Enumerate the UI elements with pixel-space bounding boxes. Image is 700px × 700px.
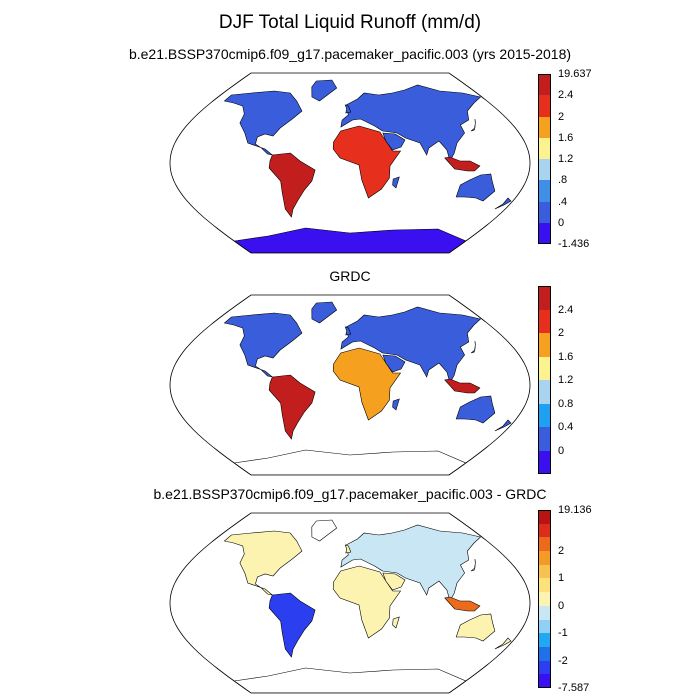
landmass-greenland	[311, 79, 338, 102]
colorbar-tick-label: 2.4	[558, 89, 574, 102]
panel-title-obs: GRDC	[329, 268, 371, 284]
colorbar-tick-label: 0.4	[558, 421, 574, 433]
colorbar-tick-label: 1.6	[558, 350, 574, 363]
landmass-new-zealand	[494, 637, 512, 650]
colorbar-tick-label: 1.2	[558, 153, 574, 165]
colorbar-tick-label: -7.587	[558, 682, 590, 694]
landmass-south-america	[268, 592, 316, 658]
landmass-south-america	[268, 374, 316, 440]
landmass-uk	[344, 326, 352, 336]
landmass-arabia	[382, 132, 406, 151]
landmass-greenland	[311, 301, 338, 324]
landmass-indonesia	[444, 596, 481, 612]
landmass-japan	[470, 558, 476, 572]
colorbar-tick-label: 0	[558, 444, 565, 457]
landmass-greenland	[311, 519, 338, 542]
landmass-africa	[332, 565, 402, 639]
colorbar-tick-label: -2	[558, 654, 568, 667]
colorbar-tick-label: 2	[558, 545, 565, 558]
landmass-antarctica	[233, 449, 467, 475]
landmass-madagascar	[392, 176, 400, 189]
landmass-japan	[470, 340, 476, 354]
landmass-arabia	[382, 572, 406, 591]
figure-title: DJF Total Liquid Runoff (mm/d)	[218, 12, 482, 33]
landmass-indonesia	[444, 378, 481, 394]
map-model	[169, 72, 531, 254]
landmass-indonesia	[444, 156, 481, 172]
landmass-north-america	[223, 90, 303, 156]
landmass-antarctica	[233, 667, 467, 693]
landmass-australia	[455, 395, 496, 424]
map-obs	[169, 294, 531, 476]
panel-title-diff: b.e21.BSSP370cmip6.f09_g17.pacemaker_pac…	[153, 486, 547, 502]
colorbar-tick-label: .4	[558, 195, 568, 208]
landmass-antarctica	[233, 227, 467, 253]
colorbar-tick-label: 0	[558, 599, 565, 612]
map-outline	[169, 72, 531, 254]
landmass-new-zealand	[494, 197, 512, 210]
landmass-africa	[332, 125, 402, 199]
colorbar-frame	[538, 74, 551, 244]
colorbar-tick-label: 0.8	[558, 397, 574, 410]
landmass-south-america	[268, 152, 316, 218]
landmass-madagascar	[392, 616, 400, 629]
colorbar-tick-label: 19.136	[558, 504, 592, 516]
colorbar-tick-label: 2	[558, 327, 565, 339]
landmass-new-zealand	[494, 419, 512, 432]
landmass-australia	[455, 173, 496, 202]
landmass-north-america	[223, 312, 303, 378]
map-outline	[169, 294, 531, 476]
colorbar-frame	[538, 286, 551, 474]
landmass-africa	[332, 347, 402, 421]
map-outline	[169, 512, 531, 694]
colorbar-tick-label: 2.4	[558, 303, 574, 316]
colorbar-tick-label: -1	[558, 627, 568, 640]
landmass-europe-asia	[340, 306, 482, 384]
landmass-australia	[455, 613, 496, 642]
colorbar-frame	[538, 510, 551, 688]
landmass-uk	[344, 544, 352, 554]
colorbar-tick-label: 19.637	[558, 68, 592, 80]
map-diff	[169, 512, 531, 694]
landmass-arabia	[382, 354, 406, 373]
landmass-north-america	[223, 530, 303, 596]
colorbar-tick-label: -1.436	[558, 238, 590, 250]
colorbar-tick-label: 1.6	[558, 131, 574, 144]
colorbar-tick-label: 1.2	[558, 374, 574, 386]
panel-title-model: b.e21.BSSP370cmip6.f09_g17.pacemaker_pac…	[128, 46, 572, 62]
colorbar-tick-label: 2	[558, 110, 565, 123]
landmass-europe-asia	[340, 524, 482, 602]
colorbar-tick-label: 0	[558, 216, 565, 229]
landmass-uk	[344, 104, 352, 114]
colorbar-tick-label: .8	[558, 174, 568, 187]
colorbar-tick-label: 1	[558, 572, 565, 585]
landmass-europe-asia	[340, 84, 482, 162]
landmass-japan	[470, 118, 476, 132]
landmass-madagascar	[392, 398, 400, 411]
